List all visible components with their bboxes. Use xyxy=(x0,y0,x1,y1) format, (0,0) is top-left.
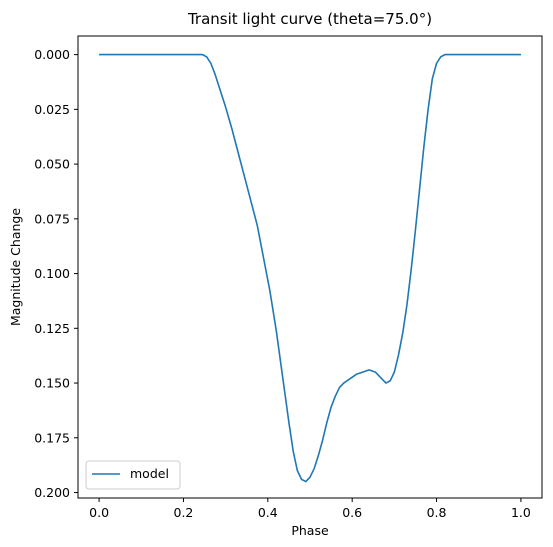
x-tick-label: 0.0 xyxy=(89,505,109,520)
x-tick-label: 0.2 xyxy=(174,505,194,520)
legend-label-model: model xyxy=(130,466,169,481)
y-tick-label: 0.100 xyxy=(34,266,70,281)
x-axis-ticks: 0.0 0.2 0.4 0.6 0.8 1.0 xyxy=(89,498,531,520)
x-tick-label: 0.8 xyxy=(427,505,447,520)
plot-frame xyxy=(77,35,543,499)
x-tick-label: 1.0 xyxy=(511,505,531,520)
y-tick-label: 0.050 xyxy=(34,157,70,172)
y-tick-label: 0.000 xyxy=(34,47,70,62)
x-tick-label: 0.4 xyxy=(258,505,278,520)
plot-lines xyxy=(99,53,521,483)
y-tick-label: 0.075 xyxy=(34,211,70,226)
legend-box xyxy=(85,460,181,490)
y-tick-label: 0.025 xyxy=(34,102,70,117)
legend: model xyxy=(85,460,181,490)
y-axis-label: Magnitude Change xyxy=(8,208,23,326)
y-tick-label: 0.150 xyxy=(34,376,70,391)
x-axis-label: Phase xyxy=(291,523,329,538)
y-axis-ticks: 0.000 0.025 0.050 0.075 0.100 0.125 0.150 0.175… xyxy=(34,47,78,500)
y-tick-label: 0.175 xyxy=(34,430,70,445)
series-line-model xyxy=(99,53,521,483)
x-tick-label: 0.6 xyxy=(342,505,362,520)
y-tick-label: 0.200 xyxy=(34,485,70,500)
chart-title: Transit light curve (theta=75.0°) xyxy=(187,10,432,28)
y-tick-label: 0.125 xyxy=(34,321,70,336)
